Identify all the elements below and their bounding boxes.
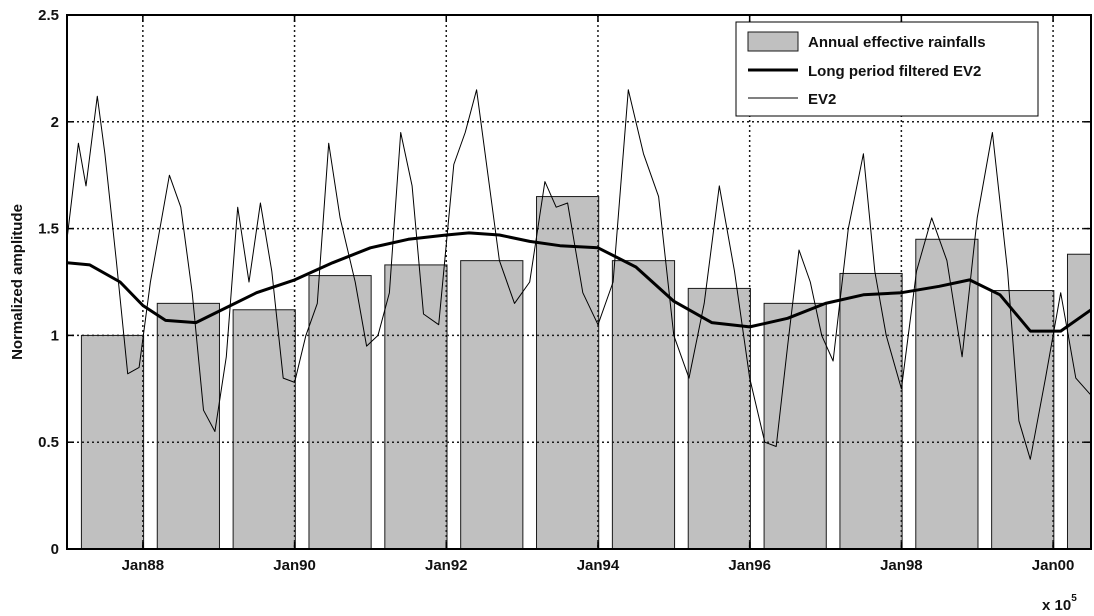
bar-11	[915, 238, 979, 549]
legend-label-bars: Annual effective rainfalls	[808, 34, 986, 51]
y-tick-label-4: 2	[51, 114, 59, 131]
lines-layer	[67, 89, 1091, 460]
bar-5	[460, 260, 524, 549]
y-tick-label-2: 1	[51, 327, 59, 344]
y-tick-labels: 0 0.5 1 1.5 2 2.5	[38, 7, 59, 558]
y-tick-label-1: 0.5	[38, 434, 59, 451]
bar-12	[991, 290, 1055, 549]
x-tick-labels: Jan88 Jan90 Jan92 Jan94 Jan96 Jan98 Jan00	[122, 557, 1075, 574]
x-tick-label-1: Jan90	[273, 557, 316, 574]
bar-7	[611, 260, 676, 549]
bar-4	[384, 264, 448, 549]
bar-6	[536, 196, 600, 549]
plot-frame	[66, 14, 1092, 550]
legend-swatch-bar	[747, 31, 799, 52]
y-tick-label-0: 0	[51, 541, 59, 558]
legend-label-filtered: Long period filtered EV2	[808, 63, 981, 80]
x-exponent-power: 5	[1071, 593, 1077, 604]
grid-layer	[67, 15, 1091, 549]
x-tick-label-0: Jan88	[122, 557, 165, 574]
bar-2	[232, 309, 296, 549]
bar-3	[308, 275, 372, 549]
bar-13	[1066, 253, 1091, 549]
x-tick-label-4: Jan96	[728, 557, 771, 574]
line-ev2	[67, 89, 1091, 460]
y-tick-label-3: 1.5	[38, 221, 59, 238]
x-exponent-base: x 10	[1042, 597, 1071, 614]
bar-10	[839, 272, 903, 549]
line-long-period-filtered-ev2	[67, 231, 1091, 333]
y-axis-label: Normalized amplitude	[9, 204, 26, 360]
bar-9	[763, 302, 827, 549]
x-tick-label-5: Jan98	[880, 557, 923, 574]
x-tick-label-6: Jan00	[1032, 557, 1075, 574]
y-tick-label-5: 2.5	[38, 7, 59, 24]
x-axis-exponent: x 105	[1042, 593, 1077, 614]
x-tick-label-3: Jan94	[577, 557, 620, 574]
bar-8	[687, 287, 751, 549]
ticks-layer	[67, 14, 1091, 550]
legend-label-ev2: EV2	[808, 91, 836, 108]
legend: Annual effective rainfalls Long period f…	[735, 21, 1039, 117]
x-tick-label-2: Jan92	[425, 557, 468, 574]
bar-1	[156, 302, 220, 549]
